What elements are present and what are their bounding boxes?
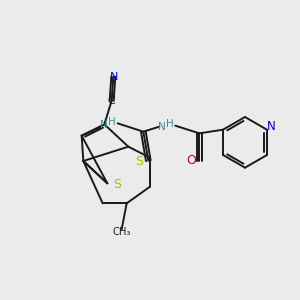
Text: S: S [113, 178, 121, 191]
Text: C: C [108, 96, 116, 106]
Text: N: N [100, 120, 108, 130]
Text: O: O [186, 154, 196, 167]
Text: H: H [108, 117, 116, 127]
Text: N: N [158, 122, 166, 132]
Text: H: H [166, 119, 174, 129]
Text: S: S [135, 155, 143, 168]
Text: CH₃: CH₃ [112, 227, 131, 237]
Text: N: N [110, 72, 118, 82]
Text: N: N [267, 121, 275, 134]
